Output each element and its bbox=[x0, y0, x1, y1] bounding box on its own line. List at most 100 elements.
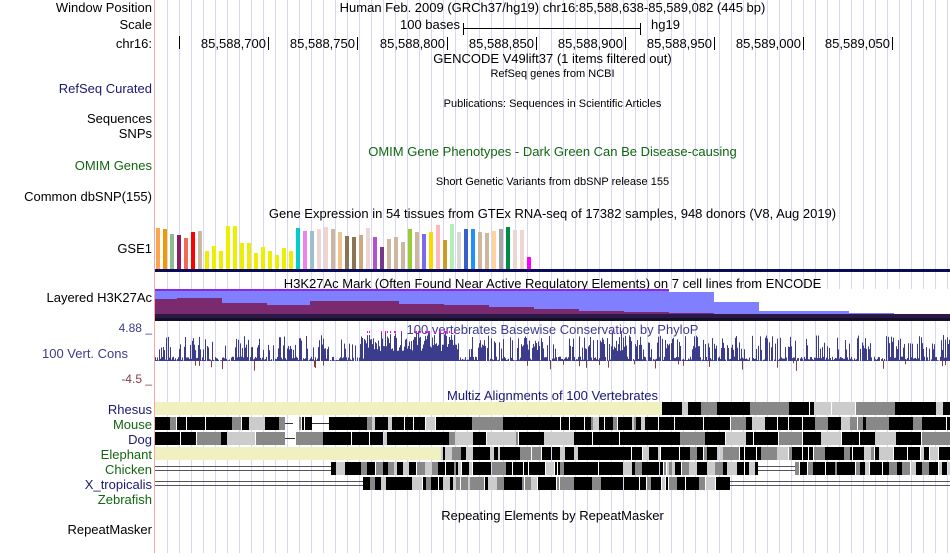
gtex-bar[interactable] bbox=[387, 239, 391, 270]
track-label-gtex[interactable]: GSE1 bbox=[117, 241, 152, 256]
phylop-bar bbox=[531, 359, 532, 361]
multiz-species-label[interactable]: Chicken bbox=[105, 462, 152, 477]
gtex-bar[interactable] bbox=[254, 253, 258, 270]
phylop-bar bbox=[433, 345, 434, 361]
gtex-bar[interactable] bbox=[275, 255, 279, 270]
gtex-bar[interactable] bbox=[513, 230, 517, 270]
phylop-signal[interactable] bbox=[155, 330, 950, 380]
phylop-bar bbox=[890, 357, 891, 361]
gtex-bar[interactable] bbox=[352, 237, 356, 270]
gtex-bar[interactable] bbox=[478, 232, 482, 270]
track-label-dbsnp[interactable]: Common dbSNP(155) bbox=[24, 189, 152, 204]
gtex-bar[interactable] bbox=[289, 251, 293, 270]
gtex-bar[interactable] bbox=[296, 228, 300, 270]
gtex-bar[interactable] bbox=[191, 232, 195, 270]
gtex-bar[interactable] bbox=[345, 236, 349, 270]
track-label-omim[interactable]: OMIM Genes bbox=[74, 158, 152, 173]
alignment-block bbox=[524, 462, 528, 475]
gtex-bar[interactable] bbox=[401, 242, 405, 270]
gtex-bar[interactable] bbox=[436, 225, 440, 270]
gtex-bar[interactable] bbox=[163, 229, 167, 270]
gtex-bar[interactable] bbox=[338, 232, 342, 270]
gtex-bar[interactable] bbox=[303, 231, 307, 270]
track-label-h3k27ac[interactable]: Layered H3K27Ac bbox=[46, 290, 152, 305]
gtex-bar[interactable] bbox=[177, 235, 181, 270]
track-label-snps[interactable]: SNPs bbox=[118, 126, 152, 141]
gtex-bar[interactable] bbox=[520, 230, 524, 270]
gtex-bar[interactable] bbox=[394, 237, 398, 270]
gtex-bar[interactable] bbox=[408, 229, 412, 270]
gtex-bar[interactable] bbox=[233, 226, 237, 270]
multiz-species-label[interactable]: X_tropicalis bbox=[84, 477, 152, 492]
gtex-bar[interactable] bbox=[198, 231, 202, 270]
alignment-block bbox=[750, 402, 789, 415]
gtex-bar[interactable] bbox=[156, 228, 160, 270]
gtex-bar[interactable] bbox=[359, 235, 363, 270]
multiz-species-label[interactable]: Zebrafish bbox=[97, 492, 152, 507]
phylop-bar bbox=[527, 344, 528, 361]
phylop-bar bbox=[251, 347, 252, 361]
gtex-bar[interactable] bbox=[212, 246, 216, 270]
multiz-species-label[interactable]: Mouse bbox=[112, 417, 152, 432]
gtex-bar[interactable] bbox=[373, 237, 377, 270]
gtex-bar[interactable] bbox=[205, 251, 209, 270]
alignment-block bbox=[340, 417, 355, 430]
track-label-rmsk[interactable]: RepeatMasker bbox=[67, 522, 152, 537]
gtex-bar[interactable] bbox=[457, 232, 461, 270]
multiz-species-label[interactable]: Rhesus bbox=[107, 402, 152, 417]
alignment-block bbox=[504, 477, 511, 490]
alignment-block bbox=[345, 462, 353, 475]
phylop-bar bbox=[798, 357, 799, 361]
gtex-bar[interactable] bbox=[506, 227, 510, 270]
gtex-bar[interactable] bbox=[450, 224, 454, 270]
multiz-species-label[interactable]: Elephant bbox=[100, 447, 152, 462]
gtex-bar-chart[interactable] bbox=[155, 222, 555, 270]
gtex-bar[interactable] bbox=[226, 226, 230, 270]
alignment-block bbox=[388, 417, 392, 430]
track-label-refseq[interactable]: RefSeq Curated bbox=[58, 81, 152, 96]
gtex-bar[interactable] bbox=[324, 227, 328, 270]
gtex-bar[interactable] bbox=[184, 238, 188, 270]
gtex-bar[interactable] bbox=[317, 229, 321, 270]
phylop-bar bbox=[935, 357, 936, 361]
alignment-block bbox=[518, 447, 520, 460]
gtex-bar[interactable] bbox=[429, 232, 433, 270]
gtex-bar[interactable] bbox=[331, 229, 335, 270]
phylop-bar bbox=[556, 357, 557, 361]
gtex-bar[interactable] bbox=[268, 251, 272, 270]
phylop-bar bbox=[348, 357, 349, 361]
gtex-bar[interactable] bbox=[380, 247, 384, 270]
gtex-bar[interactable] bbox=[261, 247, 265, 270]
gtex-bar[interactable] bbox=[240, 243, 244, 270]
h3k27ac-signal[interactable] bbox=[155, 289, 950, 321]
gtex-bar[interactable] bbox=[485, 233, 489, 270]
multiz-species-label[interactable]: Dog bbox=[128, 432, 152, 447]
gtex-bar[interactable] bbox=[219, 251, 223, 270]
track-label-phylop[interactable]: 100 Vert. Cons bbox=[42, 346, 128, 361]
multiz-alignments[interactable] bbox=[155, 401, 950, 494]
phylop-bar bbox=[412, 350, 413, 361]
gtex-bar[interactable] bbox=[527, 257, 531, 270]
phylop-bar bbox=[220, 360, 221, 361]
phylop-bar bbox=[817, 358, 818, 361]
gtex-bar[interactable] bbox=[492, 231, 496, 270]
gtex-bar[interactable] bbox=[471, 229, 475, 270]
gtex-bar[interactable] bbox=[310, 231, 314, 270]
phylop-bar bbox=[785, 347, 786, 361]
gencode-track-title[interactable]: GENCODE V49lift37 (1 items filtered out) bbox=[433, 51, 672, 66]
phylop-bar bbox=[692, 349, 693, 361]
gtex-bar[interactable] bbox=[499, 229, 503, 270]
gtex-bar[interactable] bbox=[170, 234, 174, 270]
gtex-bar[interactable] bbox=[422, 234, 426, 270]
phylop-bar bbox=[847, 357, 848, 361]
gtex-bar[interactable] bbox=[464, 229, 468, 270]
alignment-block bbox=[591, 417, 593, 430]
gtex-bar[interactable] bbox=[443, 240, 447, 270]
track-label-sequences[interactable]: Sequences bbox=[86, 111, 152, 126]
phylop-bar bbox=[258, 344, 259, 361]
alignment-block bbox=[449, 432, 455, 445]
gtex-bar[interactable] bbox=[282, 248, 286, 270]
gtex-bar[interactable] bbox=[415, 232, 419, 270]
gtex-bar[interactable] bbox=[366, 228, 370, 270]
gtex-bar[interactable] bbox=[247, 243, 251, 270]
